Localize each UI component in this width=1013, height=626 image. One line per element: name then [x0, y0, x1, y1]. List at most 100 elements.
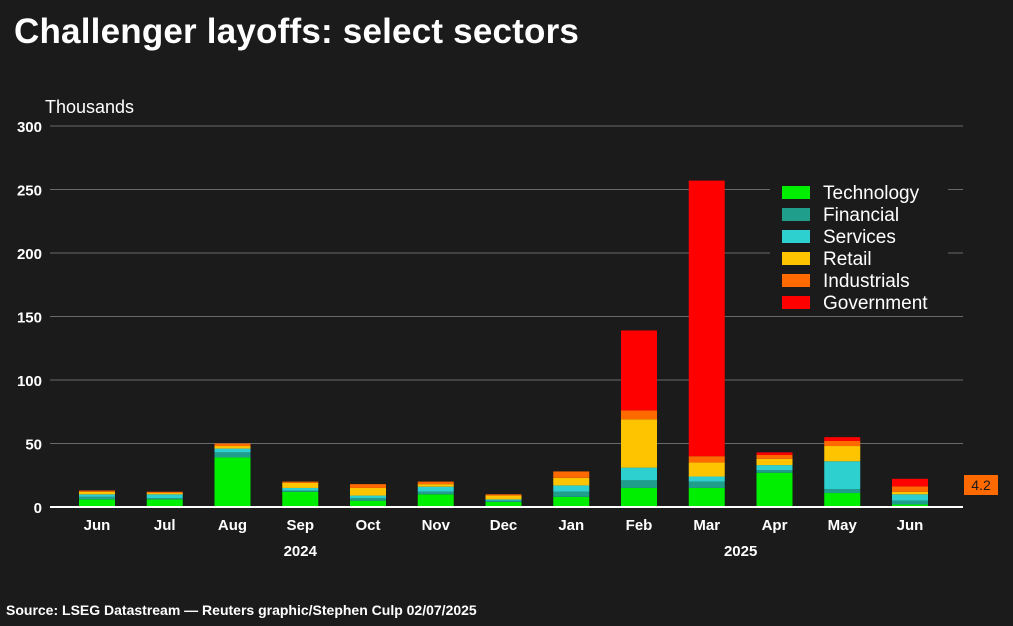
- bar-segment-services: [824, 461, 861, 490]
- bar-segment-technology: [79, 499, 115, 507]
- x-tick-label: Jul: [154, 517, 176, 534]
- bar-segment-technology: [621, 487, 657, 507]
- bar-segment-financial: [350, 498, 386, 501]
- legend-swatch: [782, 230, 810, 243]
- y-tick-label: 50: [25, 437, 42, 454]
- legend-label: Government: [823, 293, 928, 314]
- bar-segment-financial: [282, 490, 319, 492]
- legend-swatch: [782, 274, 810, 287]
- bar-segment-retail: [756, 458, 793, 466]
- bar-segment-financial: [892, 500, 928, 505]
- year-label: 2025: [724, 543, 757, 560]
- bar-segment-industrials: [79, 490, 115, 492]
- last-value-badge: 4.2: [964, 475, 998, 495]
- bar-segment-government: [892, 478, 928, 487]
- legend-label: Retail: [823, 249, 872, 270]
- x-tick-label: Mar: [693, 517, 720, 534]
- legend-label: Services: [823, 227, 896, 248]
- bar-segment-services: [553, 485, 590, 492]
- legend-label: Industrials: [823, 271, 910, 292]
- year-label: 2024: [284, 543, 318, 560]
- bar-segment-services: [485, 499, 522, 501]
- bar-segment-financial: [417, 491, 454, 495]
- bar-segment-retail: [485, 495, 522, 500]
- x-tick-label: Apr: [762, 517, 788, 534]
- bar-segment-services: [79, 494, 115, 497]
- bar-segment-industrials: [214, 443, 251, 447]
- x-tick-label: Jan: [558, 517, 584, 534]
- bar-segment-industrials: [621, 410, 657, 420]
- y-tick-label: 0: [34, 500, 42, 517]
- bar-segment-industrials: [282, 481, 319, 483]
- x-tick-label: Jun: [84, 517, 111, 534]
- bar-segment-industrials: [350, 484, 386, 488]
- legend-swatch: [782, 252, 810, 265]
- bar-segment-industrials: [553, 471, 590, 478]
- x-tick-label: Nov: [422, 517, 451, 534]
- bar-segment-retail: [79, 491, 115, 495]
- bar-segment-technology: [756, 472, 793, 507]
- bar-segment-services: [350, 495, 386, 499]
- bar-segment-industrials: [892, 486, 928, 492]
- bar-segment-technology: [282, 491, 319, 507]
- legend-label: Financial: [823, 205, 899, 226]
- x-tick-label: Jun: [897, 517, 924, 534]
- y-tick-label: 150: [17, 310, 42, 327]
- bar-segment-retail: [417, 484, 454, 487]
- bar-segment-technology: [350, 500, 386, 507]
- bar-segment-financial: [214, 452, 251, 458]
- bar-segment-technology: [146, 499, 183, 507]
- x-tick-label: Sep: [286, 517, 314, 534]
- chart-title: Challenger layoffs: select sectors: [14, 12, 580, 51]
- bar-segment-financial: [621, 480, 657, 488]
- y-axis-label: Thousands: [45, 97, 135, 117]
- bar-segment-government: [824, 437, 861, 441]
- x-tick-label: Dec: [490, 517, 518, 534]
- legend-swatch: [782, 186, 810, 199]
- bar-segment-technology: [824, 493, 861, 507]
- y-tick-label: 250: [17, 183, 42, 200]
- bar-segment-services: [621, 467, 657, 481]
- bar-segment-services: [892, 494, 928, 501]
- bar-segment-government: [688, 180, 725, 457]
- x-tick-label: Oct: [355, 517, 380, 534]
- bar-segment-services: [146, 494, 183, 499]
- y-tick-label: 100: [17, 373, 42, 390]
- bar-segment-financial: [553, 491, 590, 497]
- bar-segment-industrials: [688, 456, 725, 463]
- bar-segment-financial: [79, 496, 115, 500]
- bar-segment-retail: [553, 477, 590, 486]
- bar-segment-financial: [688, 481, 725, 488]
- bar-segment-retail: [824, 446, 861, 462]
- y-tick-label: 200: [17, 246, 42, 263]
- x-tick-label: Aug: [218, 517, 247, 534]
- bar-segment-technology: [417, 494, 454, 507]
- legend-swatch: [782, 208, 810, 221]
- bar-segment-retail: [282, 482, 319, 488]
- bar-segment-retail: [688, 462, 725, 477]
- bar-segment-industrials: [824, 440, 861, 447]
- y-tick-label: 300: [17, 119, 42, 136]
- bar-segment-government: [621, 330, 657, 411]
- bar-segment-financial: [824, 489, 861, 494]
- bar-segment-financial: [756, 470, 793, 473]
- x-tick-label: Feb: [626, 517, 653, 534]
- bar-segment-retail: [892, 491, 928, 495]
- bar-segment-services: [214, 448, 251, 453]
- bar-segment-services: [282, 487, 319, 491]
- bar-segment-technology: [688, 487, 725, 507]
- bar-segment-financial: [146, 498, 183, 500]
- bar-segment-services: [417, 486, 454, 492]
- bar-segment-retail: [350, 487, 386, 496]
- bar-segment-industrials: [146, 491, 183, 494]
- bar-segment-retail: [621, 419, 657, 468]
- source-note: Source: LSEG Datastream — Reuters graphi…: [6, 602, 477, 618]
- bar-segment-services: [688, 476, 725, 482]
- bar-segment-technology: [485, 501, 522, 507]
- legend-label: Technology: [823, 183, 920, 204]
- bar-segment-industrials: [485, 494, 522, 496]
- bar-segment-industrials: [417, 481, 454, 485]
- bar-segment-retail: [146, 493, 183, 495]
- legend-swatch: [782, 296, 810, 309]
